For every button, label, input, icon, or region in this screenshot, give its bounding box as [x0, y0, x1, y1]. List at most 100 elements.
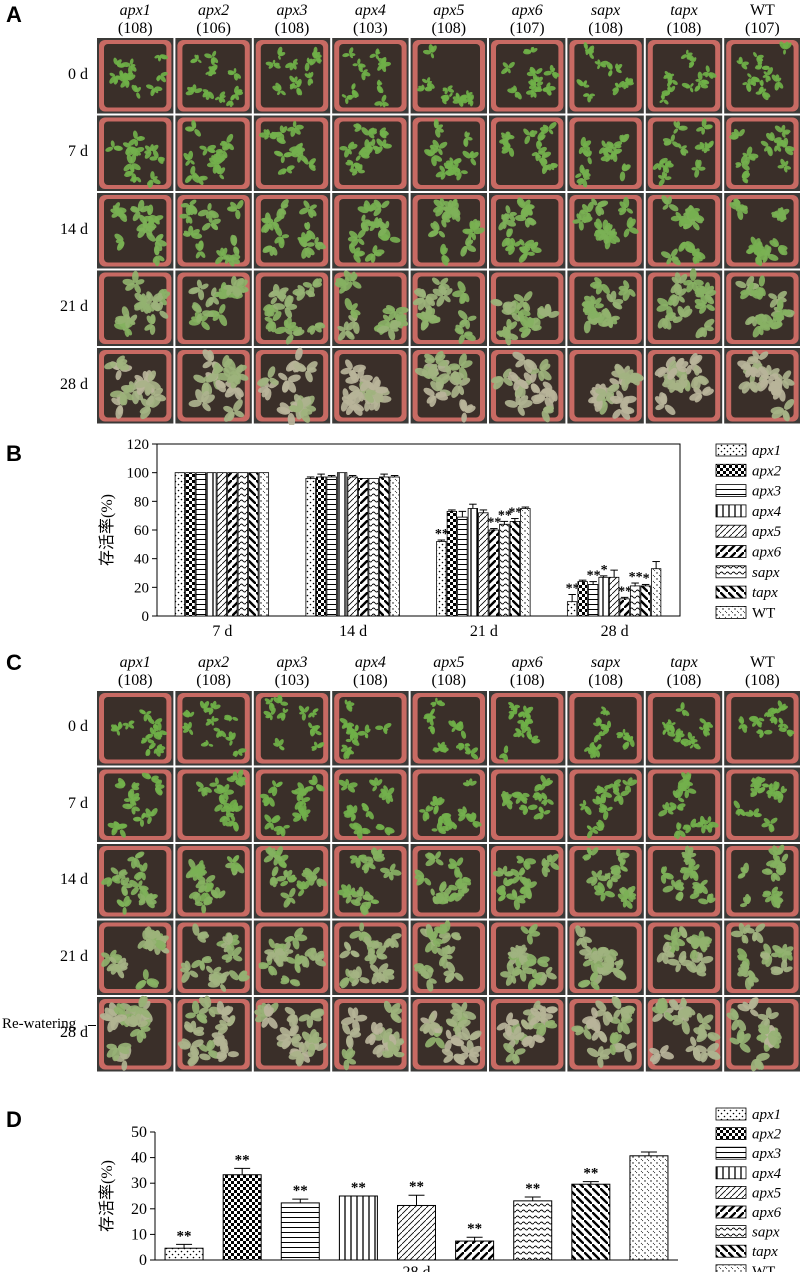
- day-label: 0 d: [68, 718, 88, 736]
- pot-photo: [253, 691, 331, 766]
- pot-photo: [97, 115, 174, 191]
- pot-photo: [645, 38, 723, 114]
- day-label: 7 d: [68, 794, 88, 812]
- day-label: 21 d: [60, 947, 88, 965]
- bar-apx1: [566, 601, 578, 617]
- bar-apx2: [185, 472, 196, 617]
- genotype-name: tapx: [670, 2, 698, 19]
- y-tick-label: 0: [142, 609, 150, 625]
- pot-photo: [489, 115, 566, 191]
- significance-mark: **: [587, 569, 601, 584]
- bar-apx2: [577, 581, 588, 617]
- pot-photo: [645, 920, 723, 995]
- pot-photo: [567, 348, 644, 424]
- genotype-count: (103): [353, 20, 388, 37]
- genotype-header-apx6: apx6 (108): [488, 654, 566, 690]
- y-tick-label: 20: [131, 1201, 147, 1218]
- significance-mark: **: [409, 1179, 424, 1195]
- bar-apx5: [397, 1204, 436, 1261]
- significance-mark: **: [525, 1181, 540, 1197]
- rewatering-label: Re-watering: [2, 1016, 77, 1032]
- significance-mark: *: [643, 571, 650, 586]
- genotype-header-apx2: apx2 (106): [174, 2, 252, 38]
- y-tick-label: 20: [134, 580, 149, 596]
- bar-apx4: [336, 472, 348, 617]
- genotype-header-sapx: sapx (108): [566, 654, 644, 690]
- genotype-name: apx3: [276, 2, 308, 19]
- photo-grid: [96, 690, 800, 1073]
- legend-swatch-sapx: [715, 565, 747, 579]
- legend-label: apx2: [752, 463, 782, 479]
- day-label: 28 d: [60, 1024, 88, 1042]
- bar-apx4: [467, 508, 479, 617]
- bar-apx3: [280, 1202, 320, 1261]
- pot-photo: [724, 348, 800, 424]
- pot-photo: [175, 270, 252, 346]
- bar-apx2: [446, 510, 458, 617]
- bar-tapx: [571, 1183, 611, 1261]
- significance-mark: **: [435, 527, 449, 542]
- pot-photo: [489, 997, 566, 1072]
- bar-tapx: [248, 472, 259, 617]
- pot-photo: [724, 38, 800, 114]
- pot-photo: [724, 193, 800, 269]
- pot-photo: [332, 115, 409, 191]
- genotype-name: WT: [749, 654, 775, 671]
- bar-apx4: [206, 472, 217, 617]
- y-axis-label: 存活率(%): [98, 494, 116, 566]
- pot-photo: [567, 996, 644, 1072]
- legend-label: apx4: [752, 504, 782, 520]
- bar-wt: [629, 1155, 669, 1261]
- genotype-header-apx6: apx6 (107): [488, 2, 566, 38]
- pot-photo: [410, 38, 487, 114]
- significance-mark: **: [566, 582, 580, 597]
- legend-swatch-apx6: [715, 545, 747, 558]
- legend-swatch-tapx: [715, 585, 747, 599]
- significance-mark: **: [467, 1221, 482, 1237]
- x-axis-label: 28 d: [403, 1264, 431, 1272]
- bar-apx6: [488, 529, 500, 617]
- genotype-header-apx5: apx5 (108): [410, 2, 488, 38]
- pot-photo: [253, 38, 331, 114]
- genotype-name: apx4: [354, 2, 386, 19]
- bar-apx3: [587, 584, 599, 617]
- legend-swatch-wt: [715, 605, 747, 619]
- pot-photo: [175, 115, 252, 191]
- genotype-name: sapx: [590, 2, 621, 19]
- legend-swatch-apx6: [715, 1205, 747, 1219]
- genotype-count: (108): [431, 20, 467, 37]
- genotype-header-apx4: apx4 (108): [331, 654, 409, 690]
- pot-photo: [645, 691, 723, 766]
- pot-photo: [724, 115, 800, 191]
- legend-swatch-apx2: [715, 1127, 747, 1141]
- panel-d-bar-chart: 0 10 20 30 40 50 存活率(%) ** ** ** ** ** ** ** ** 28 d apx…: [98, 1107, 782, 1272]
- bar-apx6: [227, 472, 238, 617]
- pot-photo: [332, 348, 409, 424]
- pot-photo: [175, 193, 252, 269]
- genotype-name: apx6: [511, 654, 543, 671]
- pot-photo: [489, 348, 566, 424]
- genotype-name: apx1: [119, 654, 151, 671]
- x-tick-label: 14 d: [339, 623, 367, 640]
- significance-mark: **: [487, 516, 501, 531]
- genotype-count: (108): [509, 672, 545, 689]
- pot-photo: [253, 115, 331, 191]
- genotype-count: (108): [274, 20, 310, 37]
- pot-photo: [489, 920, 566, 995]
- significance-mark: **: [508, 506, 522, 521]
- bar-tapx: [640, 585, 651, 617]
- legend-label: apx6: [752, 1205, 782, 1221]
- genotype-header-apx1: apx1 (108): [96, 2, 174, 38]
- bar-sapx: [513, 1200, 553, 1261]
- y-tick-label: 120: [127, 437, 150, 453]
- pot-photo: [97, 767, 174, 842]
- genotype-count: (108): [117, 672, 153, 689]
- pot-photo: [567, 270, 644, 346]
- bar-sapx: [368, 478, 379, 617]
- pot-photo: [724, 844, 800, 919]
- legend-label: apx1: [752, 443, 781, 459]
- legend-label: apx5: [752, 1185, 782, 1201]
- legend-swatch-apx3: [715, 1146, 747, 1160]
- genotype-name: apx6: [511, 2, 543, 19]
- genotype-name: apx4: [354, 654, 386, 671]
